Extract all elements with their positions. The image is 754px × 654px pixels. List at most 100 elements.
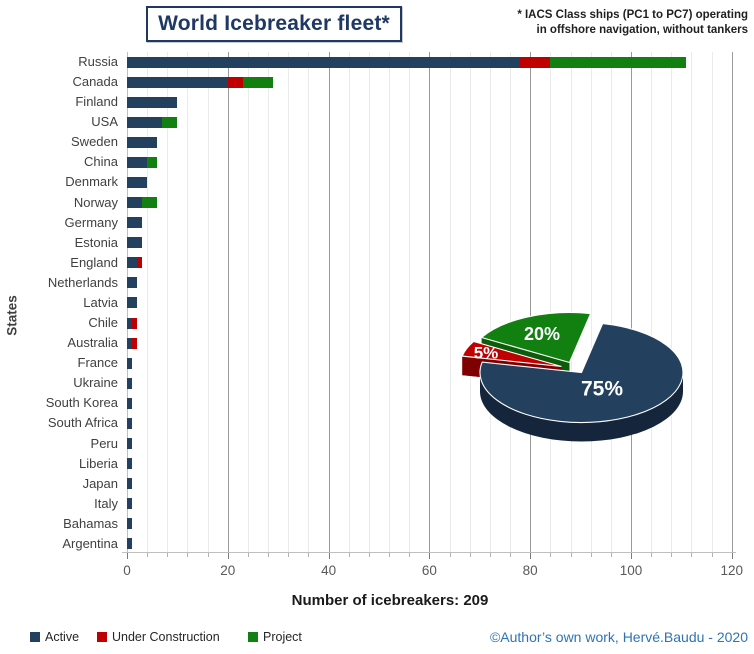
category-label: Sweden — [71, 134, 118, 150]
credit-text: ©Author’s own work, Hervé.Baudu - 2020 — [489, 629, 748, 645]
bar-segment-active — [127, 96, 178, 108]
category-label: South Korea — [45, 395, 118, 411]
x-tick-minor — [308, 553, 310, 557]
bar-segment-active — [127, 76, 228, 88]
legend-swatch-icon — [97, 632, 107, 642]
category-label: England — [70, 254, 118, 270]
category-label: Ukraine — [73, 375, 118, 391]
legend-item-active: Active — [30, 630, 79, 644]
pie-label-under-construction: 5% — [474, 343, 499, 362]
category-label: Netherlands — [47, 274, 118, 290]
gridline-minor — [449, 52, 451, 552]
bar-segment-under-construction — [227, 76, 243, 88]
category-label: Italy — [94, 495, 118, 511]
footnote-line-2: in offshore navigation, without tankers — [536, 24, 749, 36]
x-tick-major — [631, 553, 632, 559]
pie-slice-active-side — [480, 372, 683, 442]
bar-segment-project — [142, 197, 158, 209]
gridline-minor — [308, 52, 310, 552]
category-label: Russia — [78, 54, 118, 69]
gridline-minor — [147, 52, 149, 552]
pie-label-project: 20% — [524, 324, 560, 344]
x-tick-minor — [449, 553, 451, 557]
bar-segment-project — [242, 76, 274, 88]
x-tick-minor — [247, 553, 249, 557]
x-tick-minor — [389, 553, 391, 557]
category-label: USA — [91, 114, 118, 130]
gridline-minor — [187, 52, 189, 552]
gridline-minor — [268, 52, 270, 552]
gridline-minor — [167, 52, 169, 552]
category-label: Estonia — [74, 234, 118, 250]
x-axis-title: Number of icebreakers: 209 — [291, 592, 489, 609]
category-label: Norway — [73, 194, 118, 210]
gridline-minor — [207, 52, 209, 552]
bar-segment-active — [127, 397, 133, 409]
x-tick-minor — [368, 553, 370, 557]
x-tick-major — [227, 553, 229, 559]
legend-swatch-icon — [248, 632, 258, 642]
x-tick-minor — [671, 553, 673, 557]
category-label: Denmark — [65, 174, 118, 190]
bar-segment-active — [127, 498, 133, 510]
bar-segment-active — [127, 337, 133, 349]
category-label: Japan — [82, 475, 118, 491]
x-tick-major — [127, 553, 128, 559]
pie-slice-under-construction — [461, 340, 562, 368]
pie-chart: 75% 5% 20% — [461, 311, 684, 442]
category-label: France — [77, 355, 118, 371]
gridline-major — [731, 52, 733, 552]
pie-slice-project — [480, 311, 592, 364]
legend-item-project: Project — [248, 630, 302, 644]
gridline-minor — [570, 52, 572, 552]
bar-segment-active — [127, 277, 138, 289]
category-label: Argentina — [62, 535, 118, 551]
bar-segment-active — [127, 538, 133, 550]
footnote: * IACS Class ships (PC1 to PC7) operatin… — [517, 8, 748, 38]
gridline-minor — [489, 52, 491, 552]
x-tick-minor — [147, 553, 149, 557]
gridline-minor — [651, 52, 653, 552]
bar-segment-under-construction — [132, 337, 138, 349]
bar-segment-active — [127, 217, 143, 229]
bar-segment-active — [127, 116, 163, 128]
gridline-major — [530, 52, 532, 552]
legend-label: Project — [263, 630, 302, 644]
x-tick-minor — [288, 553, 290, 557]
chart-title: World Icebreaker fleet* — [158, 12, 390, 35]
x-tick-minor — [550, 553, 552, 557]
gridline-minor — [409, 52, 411, 552]
x-tick-minor — [469, 553, 471, 557]
category-label: Canada — [72, 74, 118, 90]
legend-label: Active — [45, 630, 80, 644]
x-tick-minor — [651, 553, 653, 557]
gridline-minor — [590, 52, 592, 552]
category-label: Liberia — [78, 455, 118, 471]
bar-segment-active — [127, 458, 133, 470]
bar-segment-active — [127, 136, 158, 148]
x-tick-minor — [167, 553, 169, 557]
bar-segment-active — [127, 197, 143, 209]
bar-segment-active — [127, 478, 133, 490]
bar-segment-project — [147, 156, 158, 168]
gridline-minor — [288, 52, 290, 552]
category-label: Latvia — [83, 294, 118, 310]
legend-label: Under Construction — [112, 630, 220, 644]
x-tick-minor — [489, 553, 491, 557]
bar-segment-under-construction — [520, 56, 551, 68]
legend-item-under-construction: Under Construction — [97, 630, 220, 644]
gridline-minor — [691, 52, 693, 552]
gridline-minor — [469, 52, 471, 552]
gridline-major — [631, 52, 632, 552]
gridline-minor — [550, 52, 552, 552]
gridline-minor — [247, 52, 249, 552]
category-label: Chile — [88, 315, 118, 331]
gridline-minor — [348, 52, 350, 552]
x-tick-minor — [268, 553, 270, 557]
x-tick-label: 100 — [619, 563, 643, 578]
x-tick-major — [328, 553, 330, 559]
bar-segment-active — [127, 417, 133, 429]
x-tick-minor — [510, 553, 512, 557]
gridline-major — [328, 52, 330, 552]
